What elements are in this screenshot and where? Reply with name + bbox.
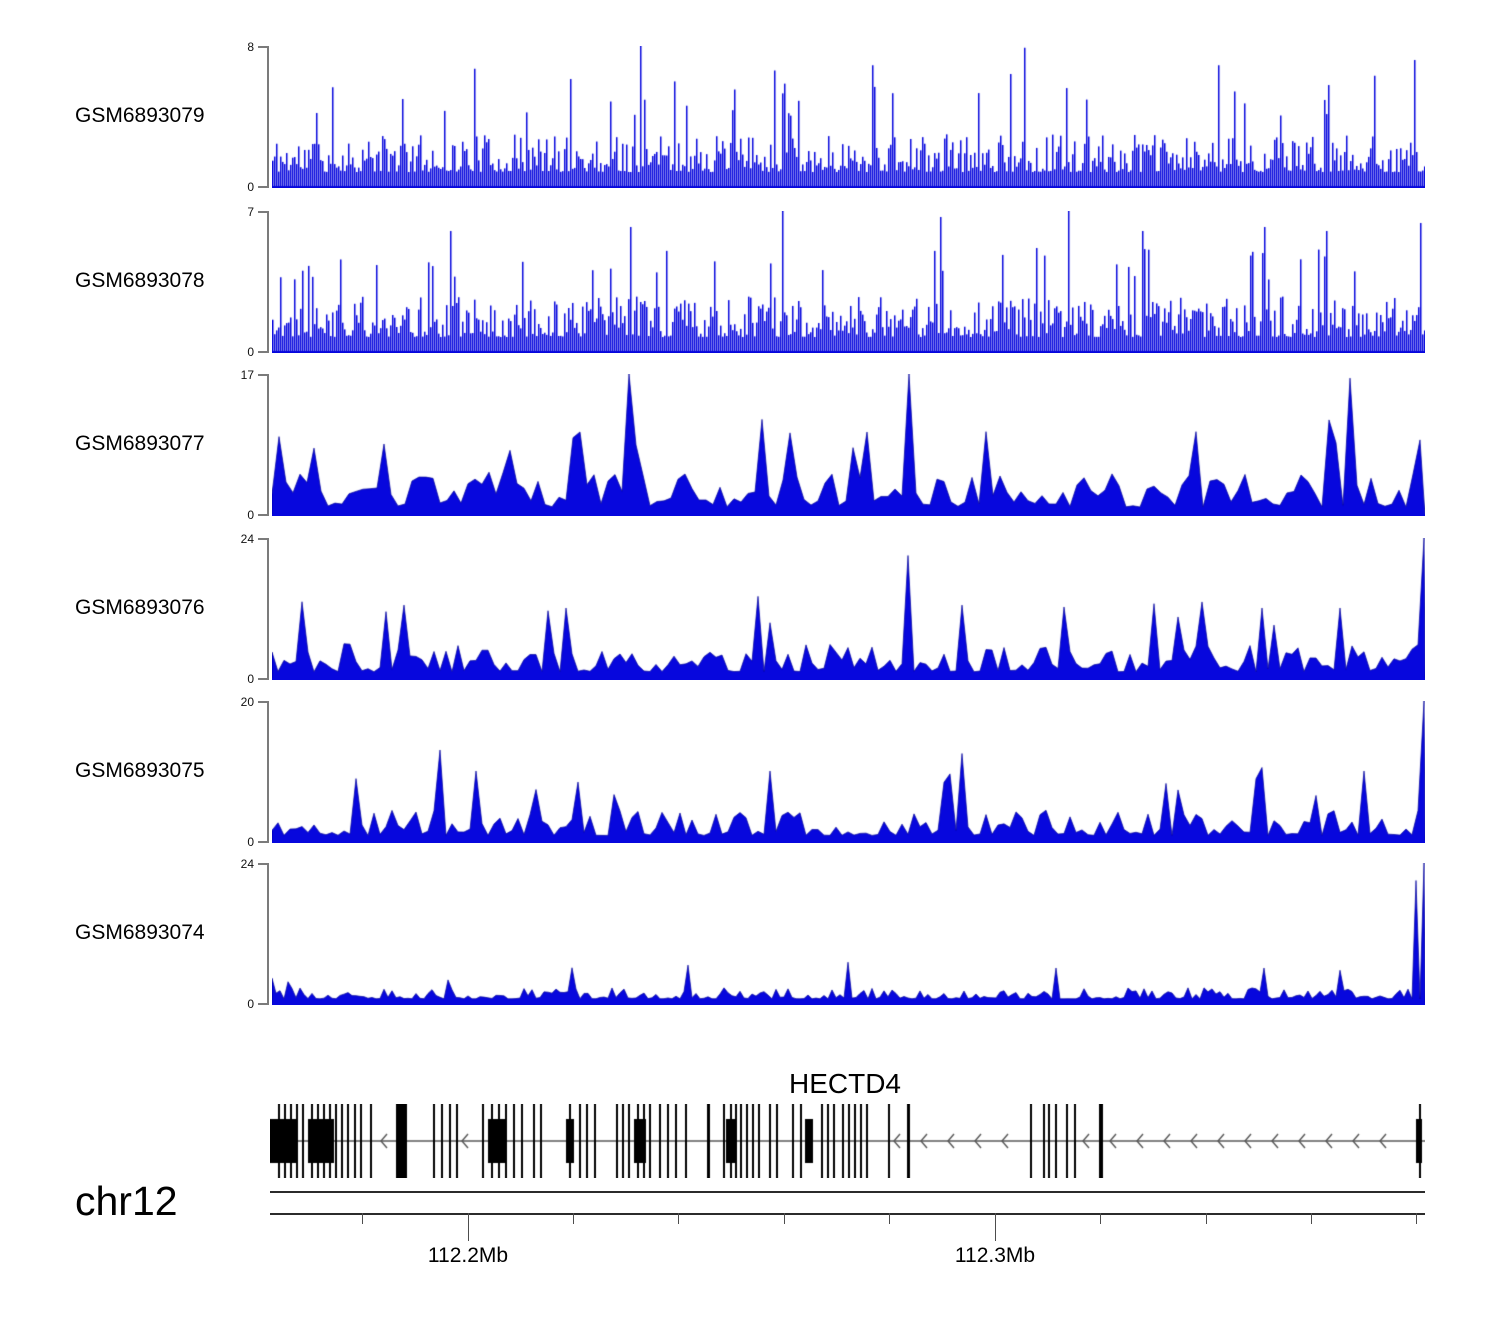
axis-scale-label: 112.3Mb	[954, 1244, 1036, 1267]
coverage-signal-GSM6893079	[272, 46, 1425, 188]
axis-major-tick	[468, 1213, 469, 1241]
y-axis-max-label: 20	[240, 695, 254, 709]
coverage-signal-GSM6893076	[272, 538, 1425, 680]
y-axis-zero-label: 0	[247, 508, 254, 522]
axis-minor-tick	[1416, 1213, 1417, 1224]
gene-model-track	[270, 1104, 1425, 1178]
y-axis-zero-label: 0	[247, 180, 254, 194]
axis-scale-label: 112.2Mb	[427, 1244, 509, 1267]
y-axis-max-label: 17	[240, 368, 254, 382]
axis-minor-tick	[362, 1213, 363, 1224]
y-axis-max-label: 8	[247, 40, 254, 54]
track-label-GSM6893075: GSM6893075	[75, 759, 205, 782]
track-label-GSM6893074: GSM6893074	[75, 921, 205, 944]
y-axis-tick	[258, 538, 267, 540]
genome-axis-line	[270, 1213, 1425, 1215]
y-axis-tick	[258, 211, 267, 213]
track-label-GSM6893076: GSM6893076	[75, 596, 205, 619]
y-axis-line	[267, 46, 269, 188]
y-axis-zero-label: 0	[247, 997, 254, 1011]
y-axis-max-label: 7	[247, 205, 254, 219]
y-axis-line	[267, 374, 269, 516]
coverage-signal-GSM6893074	[272, 863, 1425, 1005]
y-axis-zero-label: 0	[247, 835, 254, 849]
y-axis-tick	[258, 351, 267, 353]
y-axis-tick	[258, 46, 267, 48]
y-axis-line	[267, 863, 269, 1005]
track-label-GSM6893079: GSM6893079	[75, 104, 205, 127]
y-axis-tick	[258, 701, 267, 703]
axis-minor-tick	[1100, 1213, 1101, 1224]
chromosome-line	[270, 1191, 1425, 1193]
y-axis-line	[267, 538, 269, 680]
y-axis-tick	[258, 1003, 267, 1005]
y-axis-max-label: 24	[240, 857, 254, 871]
axis-minor-tick	[678, 1213, 679, 1224]
coverage-signal-GSM6893077	[272, 374, 1425, 516]
gene-name-label: HECTD4	[788, 1068, 902, 1099]
y-axis-tick	[258, 374, 267, 376]
axis-major-tick	[995, 1213, 996, 1241]
chromosome-name-label: chr12	[75, 1178, 178, 1224]
coverage-signal-GSM6893075	[272, 701, 1425, 843]
y-axis-tick	[258, 186, 267, 188]
y-axis-tick	[258, 841, 267, 843]
axis-minor-tick	[573, 1213, 574, 1224]
axis-minor-tick	[1311, 1213, 1312, 1224]
axis-minor-tick	[889, 1213, 890, 1224]
y-axis-zero-label: 0	[247, 672, 254, 686]
y-axis-zero-label: 0	[247, 345, 254, 359]
y-axis-tick	[258, 514, 267, 516]
y-axis-max-label: 24	[240, 532, 254, 546]
track-label-GSM6893077: GSM6893077	[75, 432, 205, 455]
y-axis-tick	[258, 863, 267, 865]
axis-minor-tick	[1206, 1213, 1207, 1224]
coverage-signal-GSM6893078	[272, 211, 1425, 353]
y-axis-line	[267, 211, 269, 353]
axis-minor-tick	[784, 1213, 785, 1224]
y-axis-tick	[258, 678, 267, 680]
track-label-GSM6893078: GSM6893078	[75, 269, 205, 292]
y-axis-line	[267, 701, 269, 843]
